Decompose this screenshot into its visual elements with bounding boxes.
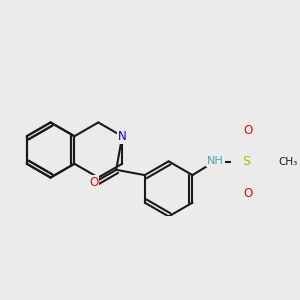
Text: O: O xyxy=(243,124,252,137)
Text: N: N xyxy=(118,130,127,143)
Text: O: O xyxy=(89,176,98,189)
Text: CH₃: CH₃ xyxy=(279,157,298,167)
Text: S: S xyxy=(242,155,250,169)
Text: O: O xyxy=(243,187,252,200)
Text: NH: NH xyxy=(207,156,224,166)
